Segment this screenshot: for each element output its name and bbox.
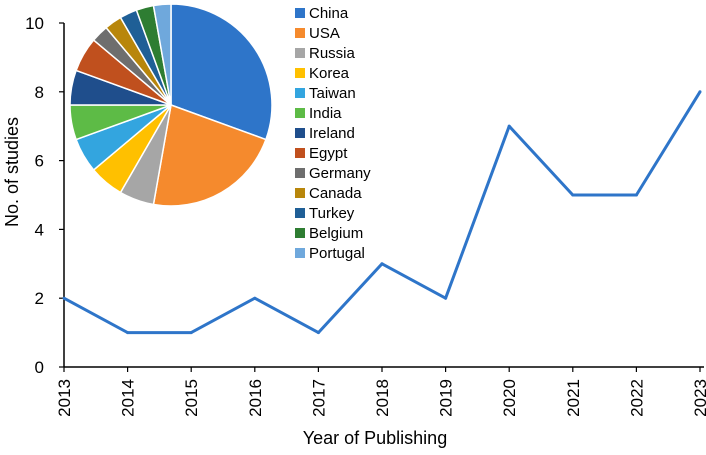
pie-layer (69, 3, 273, 207)
y-tick-label: 6 (35, 152, 44, 171)
legend-swatch (295, 48, 305, 58)
line-point (634, 193, 638, 197)
y-tick-label: 2 (35, 289, 44, 308)
legend-swatch (295, 148, 305, 158)
x-tick-label: 2016 (246, 379, 265, 417)
line-point (316, 331, 320, 335)
y-axis-title: No. of studies (2, 117, 22, 227)
legend-layer: China USA Russia Korea Taiwan India Ireland Egy… (295, 5, 371, 262)
line-layer (62, 90, 702, 335)
legend-label: Egypt (309, 145, 348, 162)
pie-slice-portugal (152, 3, 172, 106)
legend-label: Portugal (309, 245, 365, 262)
legend-label: Canada (309, 185, 362, 202)
x-tick-label: 2015 (182, 379, 201, 417)
legend-swatch (295, 208, 305, 218)
legend-label: Turkey (309, 205, 355, 222)
legend-swatch (295, 168, 305, 178)
legend-swatch (295, 248, 305, 258)
x-tick-label: 2013 (55, 379, 74, 417)
line-point (507, 124, 511, 128)
x-tick-label: 2018 (373, 379, 392, 417)
legend-swatch (295, 68, 305, 78)
y-tick-label: 4 (35, 220, 44, 239)
line-point (444, 296, 448, 300)
line-point (571, 193, 575, 197)
legend-swatch (295, 188, 305, 198)
legend-swatch (295, 108, 305, 118)
legend-swatch (295, 228, 305, 238)
pie-slice-china (170, 3, 273, 141)
line-point (126, 331, 130, 335)
legend-label: Taiwan (309, 85, 356, 102)
x-tick-label: 2020 (500, 379, 519, 417)
x-axis-title: Year of Publishing (303, 428, 447, 448)
line-point (380, 262, 384, 266)
y-tick-label: 0 (35, 358, 44, 377)
y-tick-label: 10 (25, 14, 44, 33)
legend-label: Korea (309, 65, 350, 82)
line-point (698, 90, 702, 94)
legend-label: China (309, 5, 349, 22)
x-tick-label: 2019 (437, 379, 456, 417)
x-tick-label: 2023 (691, 379, 706, 417)
line-point (253, 296, 257, 300)
x-tick-label: 2014 (119, 379, 138, 417)
x-tick-label: 2021 (564, 379, 583, 417)
legend-label: Ireland (309, 125, 355, 142)
legend-swatch (295, 8, 305, 18)
legend-swatch (295, 88, 305, 98)
legend-label: Germany (309, 165, 371, 182)
legend-label: India (309, 105, 342, 122)
legend-swatch (295, 128, 305, 138)
axes-layer: 0 2 4 6 8 10 2013 2014 2015 2016 2017 2018 2019 2020 2… (2, 14, 706, 448)
x-tick-label: 2017 (309, 379, 328, 417)
y-tick-label: 8 (35, 83, 44, 102)
legend-label: Belgium (309, 225, 363, 242)
line-point (189, 331, 193, 335)
legend-swatch (295, 28, 305, 38)
pie-slice-usa (152, 103, 267, 207)
legend-label: Russia (309, 45, 356, 62)
legend-label: USA (309, 25, 340, 42)
line-point (62, 296, 66, 300)
x-tick-label: 2022 (627, 379, 646, 417)
